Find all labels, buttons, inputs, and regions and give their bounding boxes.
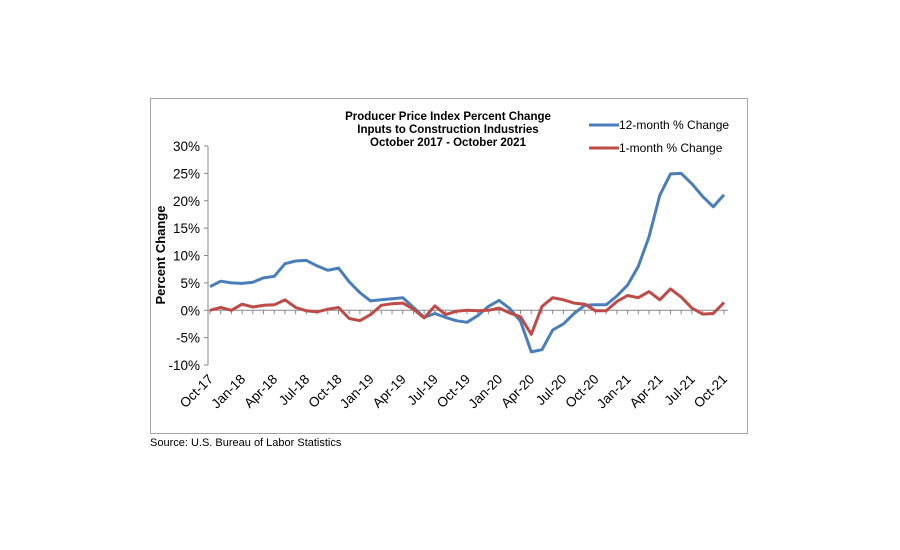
legend: 12-month % Change 1-month % Change	[589, 118, 729, 155]
y-tick-label: 15%	[173, 221, 200, 236]
y-tick-label: -10%	[168, 358, 200, 373]
source-note: Source: U.S. Bureau of Labor Statistics	[150, 437, 342, 449]
series-lines	[209, 171, 726, 354]
y-axis: 30% 25% 20% 15% 10% 5% 0% -5% -10%	[168, 139, 209, 373]
y-tick-label: -5%	[176, 331, 200, 346]
chart-title-line-2: Inputs to Construction Industries	[357, 124, 538, 136]
chart-title-line-3: October 2017 - October 2021	[370, 137, 527, 149]
legend-label-12-month: 12-month % Change	[619, 118, 729, 132]
legend-label-1-month: 1-month % Change	[619, 141, 723, 155]
chart-frame	[150, 98, 748, 434]
series-line-12-month	[209, 171, 726, 354]
chart-title-line-1: Producer Price Index Percent Change	[345, 111, 551, 123]
y-tick-label: 20%	[173, 194, 200, 209]
y-tick-label: 30%	[173, 139, 200, 154]
series-line-1-month	[209, 287, 726, 336]
chart-title: Producer Price Index Percent Change Inpu…	[345, 111, 551, 149]
y-axis-label: Percent Change	[153, 206, 168, 305]
y-tick-label: 25%	[173, 166, 200, 181]
y-tick-label: 5%	[180, 276, 200, 291]
y-tick-label: 0%	[180, 303, 200, 318]
y-tick-label: 10%	[173, 249, 200, 264]
